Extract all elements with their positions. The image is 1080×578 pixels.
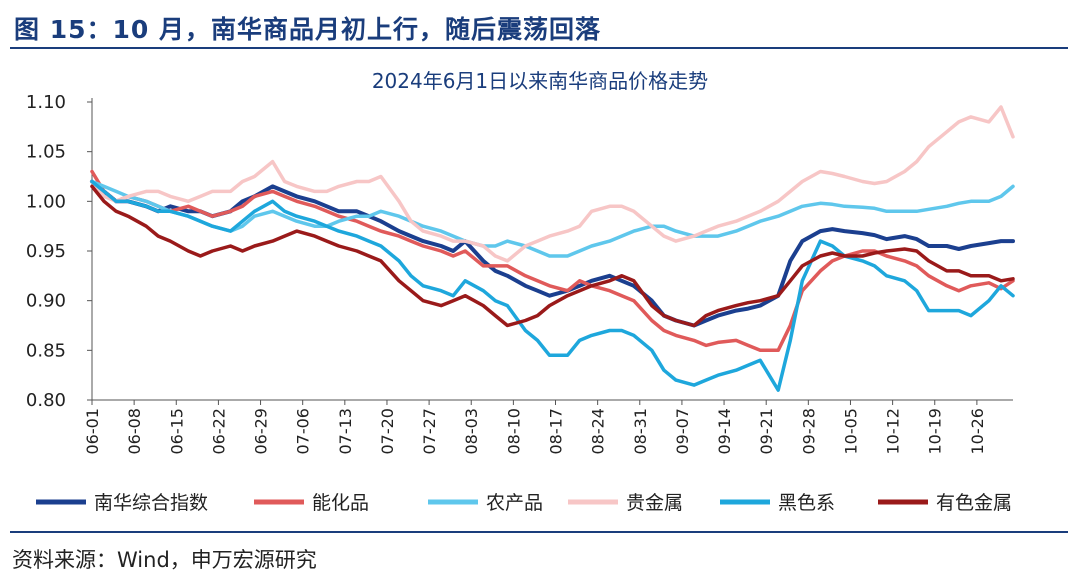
- legend-label: 能化品: [312, 492, 369, 514]
- series-line-4: [90, 105, 1015, 263]
- x-tick-label: 06-15: [167, 408, 186, 455]
- legend: 南华综合指数 能化品 农产品 贵金属 黑色系 有色金属: [36, 492, 1012, 514]
- x-tick-label: 08-17: [547, 408, 566, 455]
- x-tick-label: 10-26: [968, 408, 987, 455]
- x-tick-label: 10-12: [884, 408, 903, 455]
- x-tick-label: 08-31: [631, 408, 650, 455]
- x-tick-label: 08-24: [589, 408, 608, 455]
- chart-title: 2024年6月1日以来南华商品价格走势: [372, 69, 708, 93]
- x-tick-label: 10-19: [926, 408, 945, 455]
- series-line-2: [90, 169, 1015, 353]
- x-tick-label: 07-27: [420, 408, 439, 455]
- x-tick-label: 09-21: [757, 408, 776, 455]
- series-line-3: [90, 179, 1015, 258]
- x-tick-label: 08-03: [462, 408, 481, 455]
- y-tick-label: 1.10: [26, 92, 66, 113]
- legend-item-2: 能化品: [254, 492, 369, 514]
- legend-label: 有色金属: [936, 492, 1012, 514]
- legend-item-6: 有色金属: [878, 492, 1012, 514]
- source-note: 资料来源：Wind，申万宏源研究: [12, 548, 317, 572]
- axes: 1.10 1.05 1.00 0.95 0.90 0.85 0.80 06-01 06-08 06…: [26, 92, 1013, 455]
- series-layer: [90, 105, 1015, 392]
- y-tick-label: 0.80: [26, 390, 66, 411]
- x-tick-label: 09-14: [715, 408, 734, 455]
- x-tick-label: 06-08: [125, 408, 144, 455]
- legend-item-1: 南华综合指数: [36, 492, 208, 514]
- series-line-1: [90, 179, 1015, 328]
- y-tick-label: 0.85: [26, 340, 66, 361]
- legend-label: 贵金属: [626, 492, 683, 514]
- series-line-6: [90, 184, 1015, 328]
- legend-label: 黑色系: [778, 492, 835, 514]
- legend-item-4: 贵金属: [568, 492, 683, 514]
- legend-item-3: 农产品: [428, 492, 543, 514]
- x-tick-label: 09-07: [673, 408, 692, 455]
- x-tick-label: 10-05: [841, 408, 860, 455]
- y-tick-label: 0.95: [26, 241, 66, 262]
- y-tick-label: 1.05: [26, 142, 66, 163]
- y-tick-label: 1.00: [26, 191, 66, 212]
- x-tick-label: 08-10: [504, 408, 523, 455]
- x-tick-label: 06-22: [209, 408, 228, 455]
- bottom-divider: [10, 531, 1068, 533]
- top-divider: [10, 47, 1068, 49]
- x-tick-label: 07-06: [294, 408, 313, 455]
- y-tick-label: 0.90: [26, 291, 66, 312]
- legend-label: 南华综合指数: [94, 492, 208, 514]
- x-tick-label: 09-28: [799, 408, 818, 455]
- legend-label: 农产品: [486, 492, 543, 514]
- series-line-5: [90, 179, 1015, 392]
- x-tick-label: 07-20: [378, 408, 397, 455]
- figure-title: 图 15：10 月，南华商品月初上行，随后震荡回落: [14, 15, 601, 44]
- legend-item-5: 黑色系: [720, 492, 835, 514]
- x-tick-label: 06-29: [252, 408, 271, 455]
- x-tick-label: 06-01: [83, 408, 102, 455]
- x-tick-label: 07-13: [336, 408, 355, 455]
